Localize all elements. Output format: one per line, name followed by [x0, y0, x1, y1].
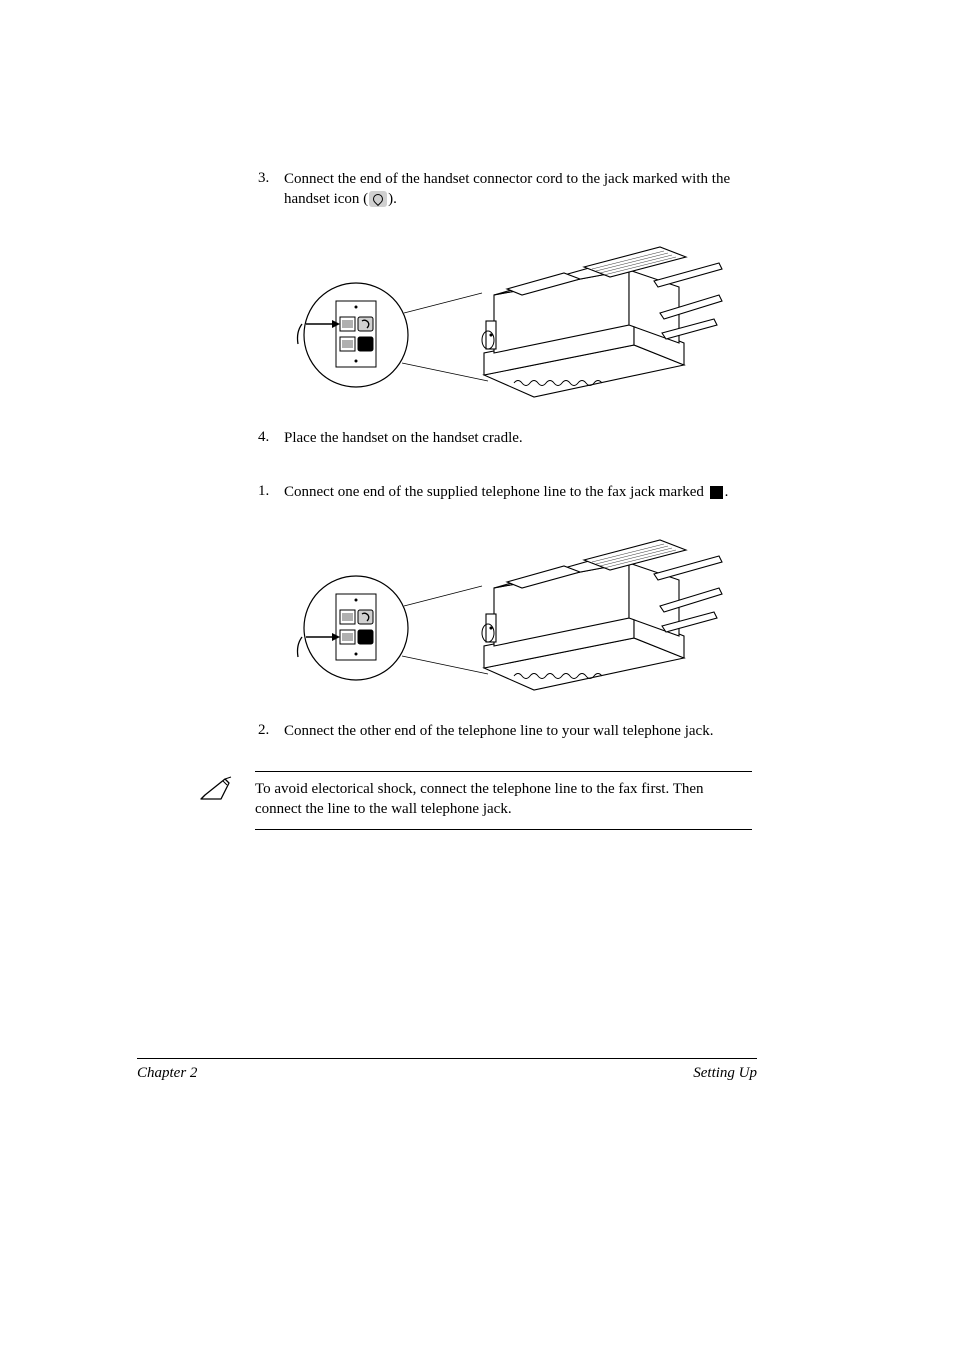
footer-right: Setting Up — [693, 1065, 757, 1082]
step-number: 2. — [258, 722, 284, 742]
step-text-after: . — [725, 484, 729, 500]
black-square-icon — [710, 486, 723, 499]
step-text-before: Connect one end of the supplied telephon… — [284, 484, 708, 500]
footer-left: Chapter 2 — [137, 1065, 197, 1082]
step-text-after: ). — [388, 191, 397, 207]
step-text: Connect the end of the handset connector… — [284, 170, 750, 209]
step-number: 1. — [258, 483, 284, 503]
page-body: 3. Connect the end of the handset connec… — [258, 170, 750, 750]
step-text: Connect the other end of the telephone l… — [284, 722, 750, 742]
step-number: 4. — [258, 429, 284, 449]
step-text: Place the handset on the handset cradle. — [284, 429, 750, 449]
note: To avoid electorical shock, connect the … — [197, 771, 752, 830]
page-footer: Chapter 2 Setting Up — [137, 1058, 757, 1082]
note-text: To avoid electorical shock, connect the … — [255, 771, 752, 830]
step-2b: 2. Connect the other end of the telephon… — [258, 722, 750, 742]
pencil-note-icon — [197, 771, 255, 830]
figure-line-connection — [258, 518, 750, 698]
step-4: 4. Place the handset on the handset crad… — [258, 429, 750, 449]
step-text: Connect one end of the supplied telephon… — [284, 483, 750, 503]
step-number: 3. — [258, 170, 284, 209]
figure-handset-connection — [258, 225, 750, 405]
step-3: 3. Connect the end of the handset connec… — [258, 170, 750, 209]
step-1b: 1. Connect one end of the supplied telep… — [258, 483, 750, 503]
step-text-before: Connect the end of the handset connector… — [284, 171, 730, 207]
handset-icon — [369, 191, 387, 207]
